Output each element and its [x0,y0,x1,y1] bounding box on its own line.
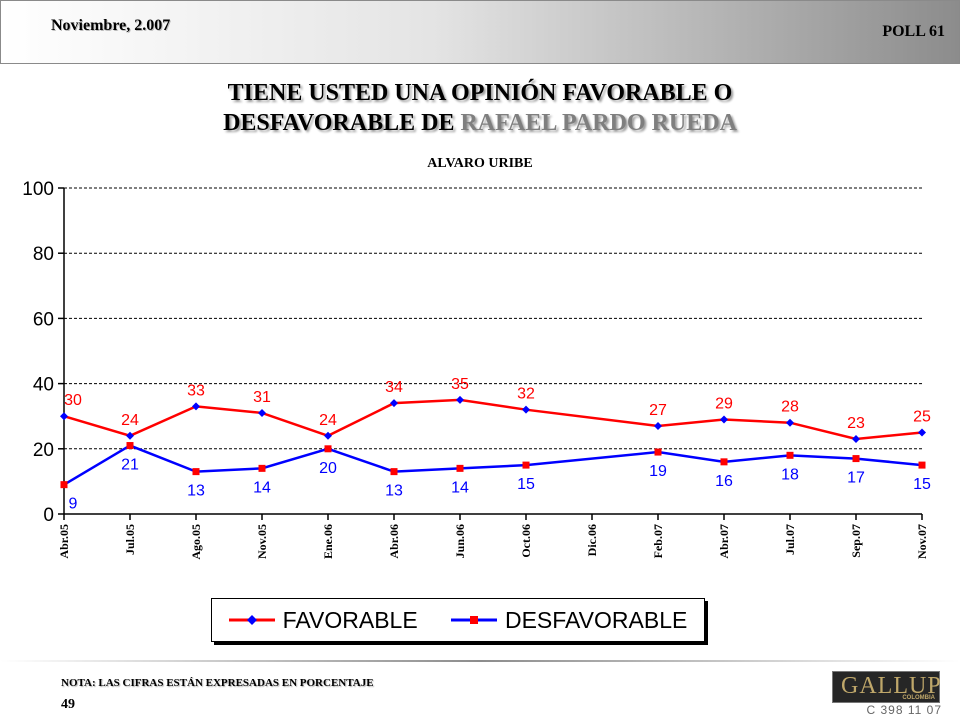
desfavorable-data-label: 15 [913,476,931,493]
desfavorable-point [324,445,332,453]
poll-number: POLL 61 [882,23,945,40]
favorable-data-label: 24 [121,412,139,429]
desfavorable-data-label: 16 [715,473,733,490]
logo-text: GALLUP [841,673,942,699]
document-code: C 398 11 07 [866,703,942,717]
desfavorable-data-label: 19 [649,463,667,480]
desfavorable-point [456,464,464,472]
line-chart: 0 20 40 60 80 100 Abr.05 Jul.05 Ago.05 Nov.05 Ene.… [22,179,931,560]
y-tick-label: 20 [33,440,54,461]
legend-swatch-desfavorable [450,616,497,624]
favorable-point [654,421,662,430]
chart-subtitle: ALVARO URIBE [427,156,533,171]
x-tick-label: Jul.05 [123,524,137,555]
page-number: 49 [61,697,75,712]
favorable-data-label: 27 [649,402,667,419]
x-tick-label: Abr.05 [57,524,71,559]
favorable-point [390,399,398,408]
legend-label-desfavorable: DESFAVORABLE [504,606,688,633]
desfavorable-data-label: 13 [187,483,205,500]
x-tick-label: Ago.05 [189,524,203,560]
favorable-data-label: 33 [187,382,205,399]
desfavorable-data-label: 14 [451,479,469,496]
x-tick-label: Sep.07 [849,524,863,558]
x-tick-label: Oct.06 [519,524,533,558]
desfavorable-point [390,468,398,476]
title-line-1: TIENE USTED UNA OPINIÓN FAVORABLE O [227,80,733,106]
title-highlight-name: RAFAEL PARDO RUEDA [460,110,737,136]
favorable-data-label: 29 [715,395,733,412]
desfavorable-data-label: 18 [781,466,799,483]
desfavorable-point [258,464,266,472]
desfavorable-data-label: 13 [385,483,403,500]
legend-label-favorable: FAVORABLE [282,606,418,633]
x-tick-label: Feb.07 [651,524,665,558]
favorable-data-label: 30 [64,392,82,409]
favorable-point [60,412,68,421]
x-tick-label: Nov.05 [255,524,269,559]
favorable-point [720,415,728,424]
favorable-data-label: 28 [781,399,799,416]
title-line-2-prefix: DESFAVORABLE DE [223,110,461,136]
y-tick-label: 0 [43,505,54,526]
desfavorable-data-label: 21 [121,457,139,474]
chart-legend: FAVORABLE DESFAVORABLE [211,598,705,642]
favorable-point [192,402,200,411]
favorable-point [852,435,860,444]
desfavorable-data-label: 15 [517,476,535,493]
favorable-data-label: 32 [517,386,535,403]
favorable-data-label: 34 [385,379,403,396]
x-tick-label: Ene.06 [321,524,335,559]
desfavorable-data-label: 17 [847,470,865,487]
desfavorable-point [852,455,860,463]
legend-item-desfavorable: DESFAVORABLE [450,606,688,634]
report-date: Noviembre, 2.007 [51,17,171,34]
x-tick-label: Abr.06 [387,524,401,559]
favorable-data-label: 23 [847,415,865,432]
favorable-point [456,395,464,404]
desfavorable-point [720,458,728,466]
favorable-point [918,428,926,437]
x-tick-label: Dic.06 [585,524,599,556]
x-tick-label: Abr.07 [717,524,731,559]
gallup-logo: GALLUP COLOMBIA [832,671,942,703]
favorable-data-label: 31 [253,389,271,406]
desfavorable-point [192,468,200,476]
y-tick-label: 80 [33,244,54,265]
desfavorable-point [126,442,134,450]
header-bar: Noviembre, 2.007 POLL 61 [0,0,960,64]
desfavorable-data-label: 14 [253,479,271,496]
desfavorable-point [522,461,530,469]
y-tick-label: 100 [22,179,54,200]
x-tick-label: Jul.07 [783,524,797,555]
legend-item-favorable: FAVORABLE [228,606,418,634]
favorable-point [324,431,332,440]
legend-swatch-favorable [228,615,275,625]
desfavorable-point [654,448,662,456]
favorable-point [786,418,794,427]
chart-title: TIENE USTED UNA OPINIÓN FAVORABLE O DESF… [0,78,960,138]
desfavorable-point [918,461,926,469]
y-tick-label: 60 [33,309,54,330]
desfavorable-data-label: 20 [319,460,337,477]
desfavorable-data-label: 9 [69,496,78,513]
favorable-point [258,408,266,417]
footer-note: NOTA: LAS CIFRAS ESTÁN EXPRESADAS EN POR… [61,677,374,689]
favorable-point [522,405,530,414]
logo-subtext: COLOMBIA [902,695,935,701]
favorable-point [126,431,134,440]
footer-divider [0,660,960,662]
favorable-data-label: 24 [319,412,337,429]
favorable-data-label: 35 [451,376,469,393]
y-tick-label: 40 [33,375,54,396]
favorable-data-label: 25 [913,409,931,426]
x-tick-label: Nov.07 [915,524,929,559]
desfavorable-point [60,481,68,489]
x-tick-label: Jun.06 [453,524,467,558]
title-line-2: DESFAVORABLE DE RAFAEL PARDO RUEDA [0,108,960,138]
desfavorable-point [786,451,794,459]
